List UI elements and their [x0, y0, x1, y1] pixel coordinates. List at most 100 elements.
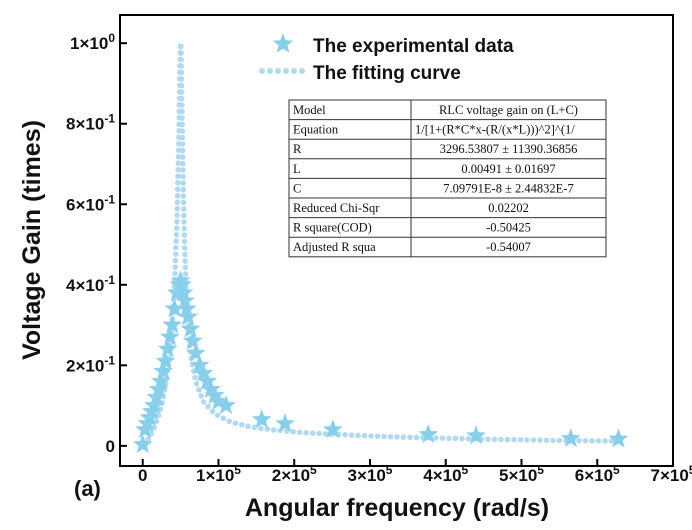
fit-curve-dot [182, 258, 188, 264]
data-point-star [185, 342, 206, 362]
data-point-star [189, 354, 210, 374]
data-point-star [215, 394, 237, 415]
y-tick-label: 8×10-1 [66, 112, 115, 134]
x-tick-label: 3×105 [347, 463, 392, 485]
data-point-star [159, 326, 181, 346]
fit-curve-dot [193, 380, 200, 387]
x-tick-label: 2×105 [272, 463, 317, 485]
fit-curve-dot [179, 147, 186, 154]
fit-curve-dot [180, 199, 187, 206]
data-point-star [418, 423, 439, 444]
data-point-star [157, 338, 178, 358]
table-cell-label: Equation [293, 123, 339, 137]
fit-curve-dot [205, 403, 211, 410]
fit-curve-dot [251, 424, 258, 431]
fit-curve-dot [322, 431, 329, 437]
table-cell-label: Model [293, 103, 326, 117]
data-point-star [182, 330, 203, 350]
fit-curve-dot [238, 421, 245, 428]
data-point-star [193, 362, 214, 383]
fit-curve-dot [582, 437, 589, 444]
fit-curve-dot [550, 437, 556, 444]
x-tick-label: 4×105 [423, 463, 468, 485]
fit-curve-dot [174, 186, 181, 193]
fit-curve-dot [179, 102, 185, 108]
fit-curve-dot [145, 436, 152, 442]
data-point-star [274, 413, 296, 433]
legend-dot [259, 68, 265, 74]
fit-curve-dot [179, 121, 185, 128]
fit-curve-dot [214, 412, 221, 419]
fit-curve-dot [361, 432, 368, 439]
fit-curve-dot [537, 437, 543, 443]
fit-curve-dot [173, 231, 180, 238]
fit-curve-dot [491, 436, 498, 443]
fit-curve-dot [181, 245, 188, 251]
y-tick-label: 4×10-1 [66, 273, 115, 295]
legend-star-marker [272, 33, 294, 53]
x-tick-labels: 0 1×105 2×105 3×105 4×105 5×105 6×105 7×105 [138, 463, 692, 485]
x-tick-label: 6×105 [575, 463, 620, 485]
legend-label-experimental: The experimental data [313, 36, 514, 57]
fit-curve-dot [595, 438, 602, 444]
fit-curve-dot [174, 199, 181, 206]
data-point-star [180, 318, 201, 338]
data-point-star [155, 350, 176, 370]
fit-curve-dot [178, 56, 184, 63]
fit-curve-dot [446, 435, 452, 442]
legend-dot [283, 68, 289, 74]
fit-curve-dot [178, 82, 185, 89]
fit-curve-dot [175, 160, 182, 167]
fit-curve-dot [177, 43, 184, 50]
table-cell-label: C [293, 181, 301, 195]
fit-curve-dot [413, 434, 420, 441]
x-tick-label: 1×105 [196, 463, 241, 485]
fit-curve-dot [556, 437, 563, 444]
fit-curve-dot [374, 433, 381, 440]
fit-curve-dot [172, 270, 178, 277]
table-cell-value: 0.00491 ± 0.01697 [461, 162, 555, 176]
table-cell-value: 0.02202 [488, 201, 529, 215]
fit-curve-dot [172, 257, 179, 264]
data-point-star [177, 306, 199, 326]
table-cell-value: -0.54007 [486, 240, 531, 254]
legend-star [272, 33, 294, 53]
legend-dot [299, 68, 305, 74]
legend-dot [291, 68, 297, 74]
fit-curve-dot [179, 108, 185, 115]
fit-curve-dot [220, 415, 227, 422]
table-cell-value: 3296.53807 ± 11390.36856 [440, 142, 578, 156]
table-cell-label: L [293, 162, 301, 176]
fit-curve-dot [178, 76, 185, 82]
table-cell-label: R [293, 142, 302, 156]
table-cell-value: -0.50425 [486, 221, 531, 235]
data-point-star [196, 370, 218, 391]
panel-label: (a) [74, 476, 101, 501]
table-cell-label: Reduced Chi-Sqr [293, 201, 380, 215]
fit-curve-dot [151, 424, 157, 431]
fit-curve-dot [181, 212, 187, 219]
x-tick-label: 5×105 [499, 463, 544, 485]
fit-curve-dot [524, 437, 530, 443]
fit-curve-dot [517, 437, 524, 443]
fit-curve-dot [543, 437, 550, 444]
fit-curve-dot [180, 186, 187, 193]
y-tick-labels: 0 2×10-1 4×10-1 6×10-1 8×10-1 1×100 [66, 31, 115, 456]
table-cell-value: RLC voltage gain on (L+C) [439, 103, 578, 117]
data-point-star [322, 419, 344, 439]
fit-curve-dot [309, 430, 316, 436]
y-tick-label: 1×100 [70, 31, 115, 53]
fit-curve-dot [245, 423, 251, 430]
fit-curve-dot [172, 251, 179, 257]
fit-curve-dot [181, 232, 188, 238]
legend-dotted-line [259, 68, 305, 74]
y-tick-label: 2×10-1 [66, 353, 115, 375]
fit-curve-dot [198, 393, 205, 399]
fit-curve-dot [179, 115, 185, 121]
fit-curve-dot [180, 206, 187, 212]
y-axis-title: Voltage Gain (times) [18, 120, 46, 360]
fit-curve-dot [465, 436, 472, 442]
fit-curve-dot [178, 69, 185, 76]
table-cell-label: Adjusted R squa [293, 240, 376, 254]
fit-curve-dot [175, 179, 181, 186]
